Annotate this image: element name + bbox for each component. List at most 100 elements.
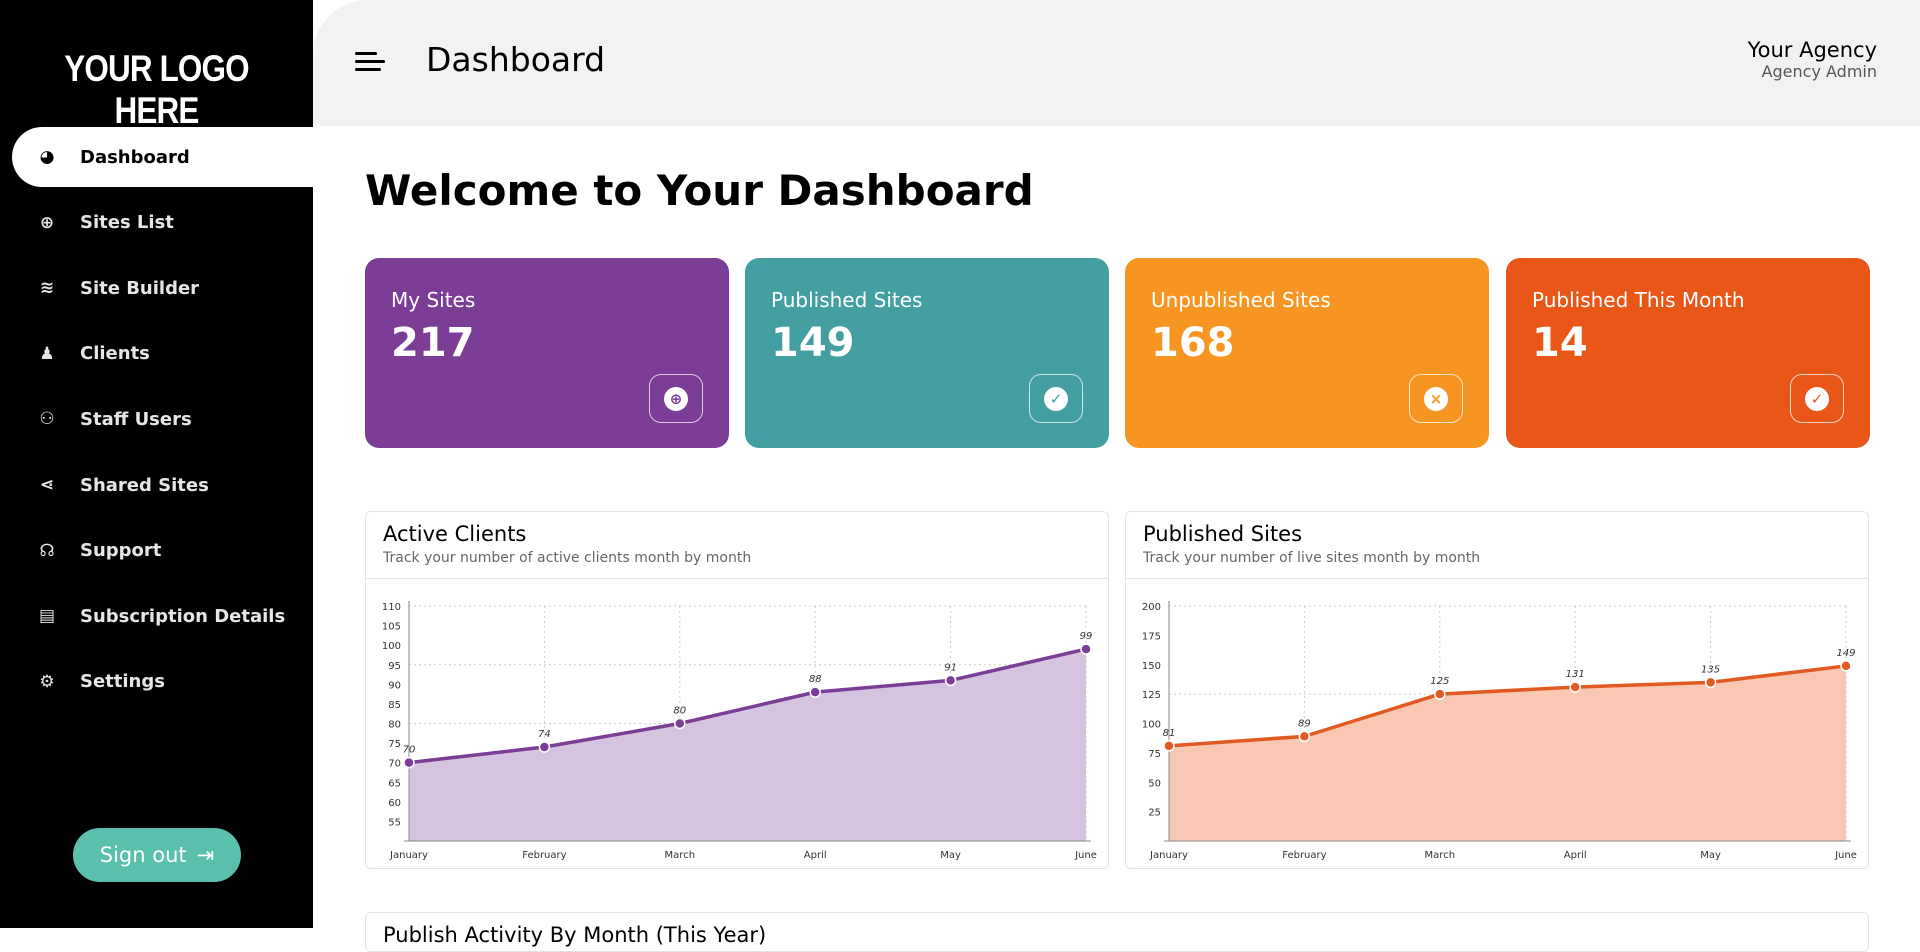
sidebar-item-dashboard[interactable]: ◕ Dashboard	[12, 127, 313, 187]
y-tick-label: 125	[1142, 690, 1161, 701]
stat-value: 149	[771, 320, 855, 366]
sidebar-item-label: Settings	[80, 671, 165, 693]
logo: YOUR LOGO HERE	[64, 48, 249, 131]
stat-icon-box: ✓	[1790, 374, 1844, 423]
data-point[interactable]	[1080, 643, 1092, 655]
data-point[interactable]	[1434, 688, 1446, 700]
data-point[interactable]	[1704, 676, 1717, 689]
x-tick-label: February	[1282, 850, 1326, 861]
x-circle-icon: ×	[1424, 386, 1448, 411]
headset-icon: ☊	[39, 540, 55, 561]
sidebar-item-label: Shared Sites	[80, 474, 209, 496]
calendar-check-icon: ✓	[1805, 386, 1829, 411]
data-point[interactable]	[674, 717, 686, 730]
sidebar-item-label: Staff Users	[80, 408, 192, 430]
stat-icon-box: ✓	[1029, 374, 1083, 423]
stat-card-my-sites[interactable]: My Sites 217 ⊕	[365, 258, 729, 448]
sidebar-item-shared-sites[interactable]: ⋖ Shared Sites	[12, 455, 313, 515]
data-point[interactable]	[538, 741, 551, 753]
y-tick-label: 150	[1142, 661, 1161, 672]
y-tick-label: 110	[382, 602, 401, 613]
sidebar: YOUR LOGO HERE ◕ Dashboard ⊕ Sites List ≋ Sit…	[0, 0, 313, 928]
globe-icon: ⊕	[39, 212, 55, 233]
x-tick-label: May	[940, 850, 961, 861]
sidebar-item-clients[interactable]: ♟ Clients	[12, 324, 313, 384]
x-tick-label: June	[1074, 850, 1097, 861]
sidebar-item-settings[interactable]: ⚙ Settings	[12, 652, 313, 712]
check-circle-icon: ✓	[1044, 386, 1068, 411]
data-point[interactable]	[403, 756, 415, 769]
y-tick-label: 60	[388, 798, 401, 809]
sidebar-item-sites-list[interactable]: ⊕ Sites List	[12, 193, 313, 253]
stat-card-published-sites[interactable]: Published Sites 149 ✓	[745, 258, 1109, 448]
area-fill	[409, 649, 1086, 841]
y-tick-label: 70	[388, 759, 401, 770]
sidebar-item-support[interactable]: ☊ Support	[12, 521, 313, 581]
data-point[interactable]	[1298, 730, 1311, 743]
series-line	[408, 647, 1087, 765]
stat-value: 217	[391, 320, 475, 366]
y-tick-label: 100	[1142, 720, 1161, 731]
data-label: 81	[1163, 728, 1176, 739]
stat-card-published-this-month[interactable]: Published This Month 14 ✓	[1506, 258, 1870, 448]
x-tick-label: May	[1700, 850, 1721, 861]
chart-title: Active Clients	[383, 522, 527, 546]
stat-icon-box: ⊕	[649, 374, 703, 423]
y-tick-label: 85	[388, 700, 401, 711]
y-tick-label: 80	[388, 720, 401, 731]
data-label: 131	[1566, 669, 1585, 680]
chart-subtitle: Track your number of active clients mont…	[383, 550, 752, 566]
y-tick-label: 25	[1148, 808, 1161, 819]
data-point[interactable]	[1569, 681, 1581, 693]
sidebar-item-label: Subscription Details	[80, 605, 286, 627]
menu-toggle-icon[interactable]	[355, 52, 385, 72]
x-tick-label: January	[389, 850, 428, 861]
data-label: 125	[1430, 676, 1449, 687]
sidebar-item-subscription-details[interactable]: ▤ Subscription Details	[12, 586, 313, 646]
chart-svg: 556065707580859095100105110707480889199J…	[382, 601, 1097, 861]
x-tick-label: April	[804, 850, 827, 861]
y-tick-label: 55	[388, 817, 401, 828]
x-tick-label: January	[1149, 850, 1188, 861]
y-tick-label: 75	[1148, 749, 1161, 760]
data-point[interactable]	[1840, 660, 1852, 672]
data-label: 149	[1836, 648, 1855, 659]
y-tick-label: 75	[388, 739, 401, 750]
welcome-heading: Welcome to Your Dashboard	[365, 166, 1034, 215]
publish-activity-title: Publish Activity By Month (This Year)	[383, 923, 767, 947]
sign-out-button[interactable]: Sign out ⇥	[73, 828, 241, 882]
data-label: 80	[673, 706, 686, 717]
stat-icon-box: ×	[1409, 374, 1463, 423]
stat-card-unpublished-sites[interactable]: Unpublished Sites 168 ×	[1125, 258, 1489, 448]
publish-activity-card: Publish Activity By Month (This Year)	[365, 912, 1869, 952]
y-tick-label: 90	[388, 680, 401, 691]
x-tick-label: June	[1834, 850, 1857, 861]
data-label: 99	[1080, 631, 1093, 642]
x-tick-label: February	[522, 850, 566, 861]
data-label: 74	[538, 729, 551, 740]
sidebar-item-staff-users[interactable]: ⚇ Staff Users	[12, 389, 313, 449]
data-label: 91	[944, 662, 957, 673]
sidebar-item-label: Clients	[80, 343, 150, 365]
chart-subtitle: Track your number of live sites month by…	[1143, 550, 1481, 566]
account-info[interactable]: Your Agency Agency Admin	[1748, 38, 1877, 81]
area-fill	[1169, 665, 1846, 841]
y-tick-label: 100	[382, 641, 401, 652]
divider	[1126, 578, 1868, 579]
data-point[interactable]	[809, 686, 821, 698]
top-header: Dashboard Your Agency Agency Admin	[313, 0, 1920, 126]
gauge-icon: ◕	[39, 147, 55, 167]
globe-icon: ⊕	[664, 386, 688, 411]
stat-label: Published This Month	[1532, 288, 1745, 312]
agency-role: Agency Admin	[1761, 62, 1877, 81]
sign-out-label: Sign out	[99, 843, 187, 867]
sidebar-item-site-builder[interactable]: ≋ Site Builder	[12, 258, 313, 318]
data-point[interactable]	[944, 674, 957, 687]
y-tick-label: 65	[388, 778, 401, 789]
data-label: 89	[1298, 718, 1311, 729]
series-line	[1168, 664, 1847, 748]
stat-label: Unpublished Sites	[1151, 288, 1331, 312]
y-tick-label: 95	[388, 661, 401, 672]
stat-value: 168	[1151, 320, 1235, 366]
data-point[interactable]	[1163, 740, 1175, 752]
